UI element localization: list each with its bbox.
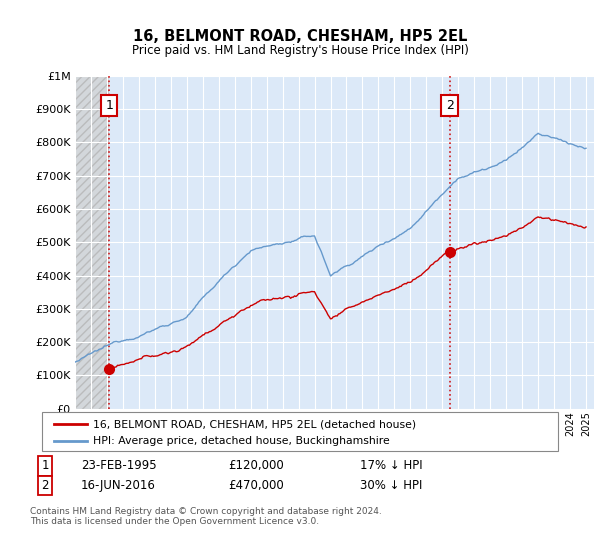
Text: 2: 2 xyxy=(446,99,454,112)
Text: 30% ↓ HPI: 30% ↓ HPI xyxy=(360,479,422,492)
Text: 1: 1 xyxy=(41,459,49,473)
Text: 1: 1 xyxy=(105,99,113,112)
Text: £120,000: £120,000 xyxy=(228,459,284,473)
Text: HPI: Average price, detached house, Buckinghamshire: HPI: Average price, detached house, Buck… xyxy=(93,436,390,446)
Bar xyxy=(75,76,109,409)
Text: 16, BELMONT ROAD, CHESHAM, HP5 2EL: 16, BELMONT ROAD, CHESHAM, HP5 2EL xyxy=(133,29,467,44)
Text: 23-FEB-1995: 23-FEB-1995 xyxy=(81,459,157,473)
Text: 2: 2 xyxy=(41,479,49,492)
Text: Price paid vs. HM Land Registry's House Price Index (HPI): Price paid vs. HM Land Registry's House … xyxy=(131,44,469,57)
Text: Contains HM Land Registry data © Crown copyright and database right 2024.
This d: Contains HM Land Registry data © Crown c… xyxy=(30,507,382,526)
Text: 17% ↓ HPI: 17% ↓ HPI xyxy=(360,459,422,473)
Text: £470,000: £470,000 xyxy=(228,479,284,492)
Text: 16-JUN-2016: 16-JUN-2016 xyxy=(81,479,156,492)
Text: 16, BELMONT ROAD, CHESHAM, HP5 2EL (detached house): 16, BELMONT ROAD, CHESHAM, HP5 2EL (deta… xyxy=(93,419,416,430)
